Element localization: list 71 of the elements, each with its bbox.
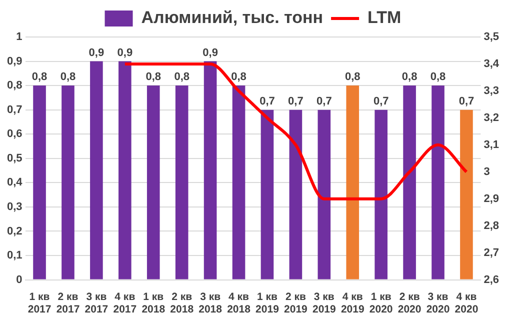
data-label: 0,8 [344, 71, 360, 84]
x-tick-label: 1 кв 2017 [28, 290, 52, 316]
x-tick-label: 3 кв 2020 [426, 290, 450, 316]
x-tick-label: 1 кв 2019 [256, 290, 280, 316]
data-label: 0,7 [260, 95, 275, 108]
bar [318, 110, 331, 280]
y2-tick-label: 2,7 [484, 246, 500, 259]
bar [146, 86, 160, 280]
bar [118, 61, 132, 280]
bar [33, 86, 46, 280]
legend-label: LTM [368, 8, 402, 28]
x-tick-label: 2 кв 2019 [284, 290, 308, 316]
data-label: 0,9 [88, 46, 104, 59]
y2-tick-label: 3,5 [484, 31, 500, 44]
y2-tick-label: 2,8 [484, 220, 500, 232]
y-tick-label: 0,3 [6, 200, 22, 213]
y-tick-label: 0,6 [6, 128, 22, 140]
y-tick-label: 0,9 [6, 55, 22, 68]
data-label: 0,7 [316, 95, 332, 108]
legend-label: Алюминий, тыс. тонн [141, 8, 324, 28]
x-tick-label: 1 кв 2020 [369, 290, 393, 316]
x-tick-label: 3 кв 2019 [312, 290, 336, 316]
x-tick-label: 2 кв 2017 [56, 290, 80, 316]
y-tick-label: 1 [16, 31, 22, 44]
x-tick-label: 3 кв 2018 [198, 290, 222, 316]
data-label: 0,7 [288, 95, 304, 108]
data-label: 0,8 [146, 71, 162, 84]
y2-tick-label: 3 [484, 166, 490, 178]
x-tick-label: 4 кв 2019 [340, 290, 364, 316]
y2-tick-label: 2,6 [484, 274, 500, 286]
x-tick-label: 4 кв 2018 [227, 290, 251, 316]
y-tick-label: 0,7 [6, 104, 22, 116]
data-label: 0,7 [373, 95, 389, 108]
bar [289, 110, 302, 280]
y2-tick-label: 3,3 [484, 84, 500, 97]
bar [62, 86, 74, 280]
x-tick-label: 4 кв 2020 [454, 290, 478, 316]
bar [460, 110, 473, 280]
y-tick-label: 0,1 [6, 250, 22, 262]
x-tick-label: 2 кв 2020 [398, 290, 422, 316]
x-tick-label: 4 кв 2017 [113, 290, 137, 316]
data-label: 0,7 [458, 95, 474, 108]
y-tick-label: 0,5 [6, 152, 22, 164]
bar [260, 110, 274, 280]
bar [175, 86, 188, 280]
data-label: 0,8 [174, 71, 190, 84]
data-label: 0,8 [402, 71, 418, 84]
y2-tick-label: 3,4 [484, 58, 500, 70]
x-tick-label: 3 кв 2017 [84, 290, 108, 316]
bar [346, 86, 360, 280]
data-label: 0,9 [117, 46, 133, 59]
bar [232, 86, 246, 280]
bar [90, 61, 103, 280]
y-tick-label: 0 [16, 274, 22, 286]
x-tick-label: 1 кв 2018 [142, 290, 166, 316]
y2-tick-label: 2,9 [484, 192, 500, 205]
bar [374, 110, 388, 280]
data-label: 0,8 [60, 71, 76, 84]
y2-tick-label: 3,2 [484, 112, 500, 124]
y-tick-label: 0,4 [6, 176, 24, 189]
bar [403, 86, 416, 280]
bar [432, 86, 444, 280]
data-label: 0,9 [202, 46, 218, 59]
x-tick-label: 2 кв 2018 [170, 290, 194, 316]
data-label: 0,8 [430, 71, 446, 84]
bar [204, 61, 217, 280]
data-label: 0,8 [32, 71, 48, 84]
data-label: 0,8 [231, 71, 246, 84]
y2-tick-label: 3,1 [484, 138, 500, 151]
y-tick-label: 0,8 [6, 80, 22, 92]
y-tick-label: 0,2 [6, 225, 22, 238]
